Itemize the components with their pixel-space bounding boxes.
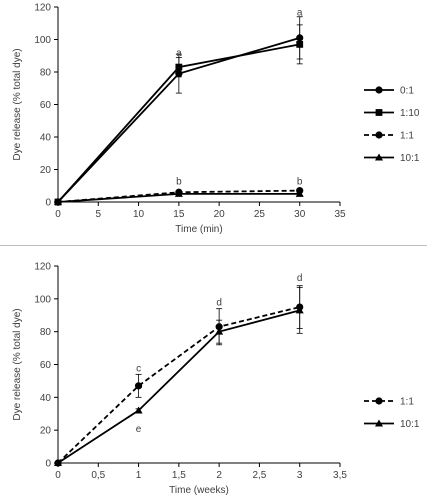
legend-item: 1:10 xyxy=(364,108,420,119)
data-point xyxy=(134,382,143,390)
legend-label: 1:1 xyxy=(400,131,414,142)
y-tick-label: 0 xyxy=(45,459,51,470)
data-point xyxy=(215,327,224,335)
y-tick-label: 40 xyxy=(40,133,52,144)
series-line xyxy=(57,306,300,464)
series-line xyxy=(57,309,300,464)
significance-letter: c xyxy=(136,363,141,374)
y-tick-label: 80 xyxy=(40,327,52,338)
significance-letter: d xyxy=(216,298,222,309)
legend-item: 0:1 xyxy=(364,86,414,97)
x-tick-label: 15 xyxy=(173,209,185,220)
x-axis-title: Time (weeks) xyxy=(169,485,229,496)
legend-label: 1:10 xyxy=(400,108,420,119)
x-tick-label: 0,5 xyxy=(91,470,105,481)
data-point xyxy=(174,189,183,197)
series-10-1 xyxy=(54,189,304,205)
y-axis-title: Dye release (% total dye) xyxy=(12,308,23,420)
x-tick-label: 1 xyxy=(136,470,142,481)
x-tick-label: 10 xyxy=(133,209,145,220)
y-tick-label: 40 xyxy=(40,393,52,404)
legend-marker xyxy=(375,131,383,139)
y-tick-label: 80 xyxy=(40,68,52,79)
y-tick-label: 60 xyxy=(40,360,52,371)
x-tick-label: 1,5 xyxy=(172,470,186,481)
x-tick-label: 25 xyxy=(254,209,266,220)
legend-label: 1:1 xyxy=(400,397,414,408)
data-point xyxy=(175,63,183,71)
dye-release-minutes-chart: 0 20 40 60 80 100 120 0 5 10 15 20 25 30 35 Time (min) D… xyxy=(12,3,420,236)
legend-marker xyxy=(375,153,383,161)
legend-marker xyxy=(375,419,383,427)
legend-marker xyxy=(375,109,383,116)
x-tick-label: 2 xyxy=(216,470,222,481)
y-tick-label: 120 xyxy=(34,3,51,14)
legend-label: 0:1 xyxy=(400,86,414,97)
y-tick-label: 20 xyxy=(40,426,52,437)
significance-letter: a xyxy=(176,48,182,59)
significance-letter: b xyxy=(297,176,303,187)
y-tick-label: 120 xyxy=(34,262,51,273)
legend-label: 10:1 xyxy=(400,153,420,164)
x-tick-label: 35 xyxy=(334,209,346,220)
data-point xyxy=(295,306,304,314)
data-point xyxy=(295,189,304,197)
y-tick-label: 100 xyxy=(34,35,51,46)
x-tick-label: 30 xyxy=(294,209,306,220)
y-axis-title: Dye release (% total dye) xyxy=(12,48,23,160)
x-tick-label: 2,5 xyxy=(252,470,266,481)
y-tick-label: 20 xyxy=(40,165,52,176)
significance-letter: d xyxy=(297,273,303,284)
significance-letter: e xyxy=(136,424,142,435)
panel-divider xyxy=(0,245,427,246)
significance-letter: b xyxy=(176,176,182,187)
legend-item: 1:1 xyxy=(364,131,414,142)
x-tick-label: 0 xyxy=(55,470,61,481)
dye-release-weeks-chart: 0 20 40 60 80 100 120 0 0,5 1 1,5 2 2,5 3 3,5 Time (wee… xyxy=(12,262,420,497)
legend-item: 10:1 xyxy=(364,153,420,164)
x-tick-label: 3 xyxy=(297,470,303,481)
series-1-1 xyxy=(54,285,304,467)
series-10-1 xyxy=(54,286,304,466)
legend-item: 1:1 xyxy=(364,397,414,408)
x-tick-label: 3,5 xyxy=(333,470,347,481)
data-point xyxy=(296,40,304,48)
data-point xyxy=(54,198,62,205)
y-tick-label: 60 xyxy=(40,100,52,111)
y-tick-label: 0 xyxy=(45,198,51,209)
legend-label: 10:1 xyxy=(400,419,420,430)
legend-marker xyxy=(375,397,383,405)
x-tick-label: 0 xyxy=(55,209,61,220)
y-tick-label: 100 xyxy=(34,294,51,305)
x-tick-label: 5 xyxy=(96,209,102,220)
legend-item: 10:1 xyxy=(364,419,420,430)
legend-marker xyxy=(375,86,383,94)
x-tick-label: 20 xyxy=(214,209,226,220)
x-axis-title: Time (min) xyxy=(175,224,222,235)
data-point xyxy=(134,406,143,414)
significance-letter: a xyxy=(297,7,303,18)
data-point xyxy=(54,459,62,466)
